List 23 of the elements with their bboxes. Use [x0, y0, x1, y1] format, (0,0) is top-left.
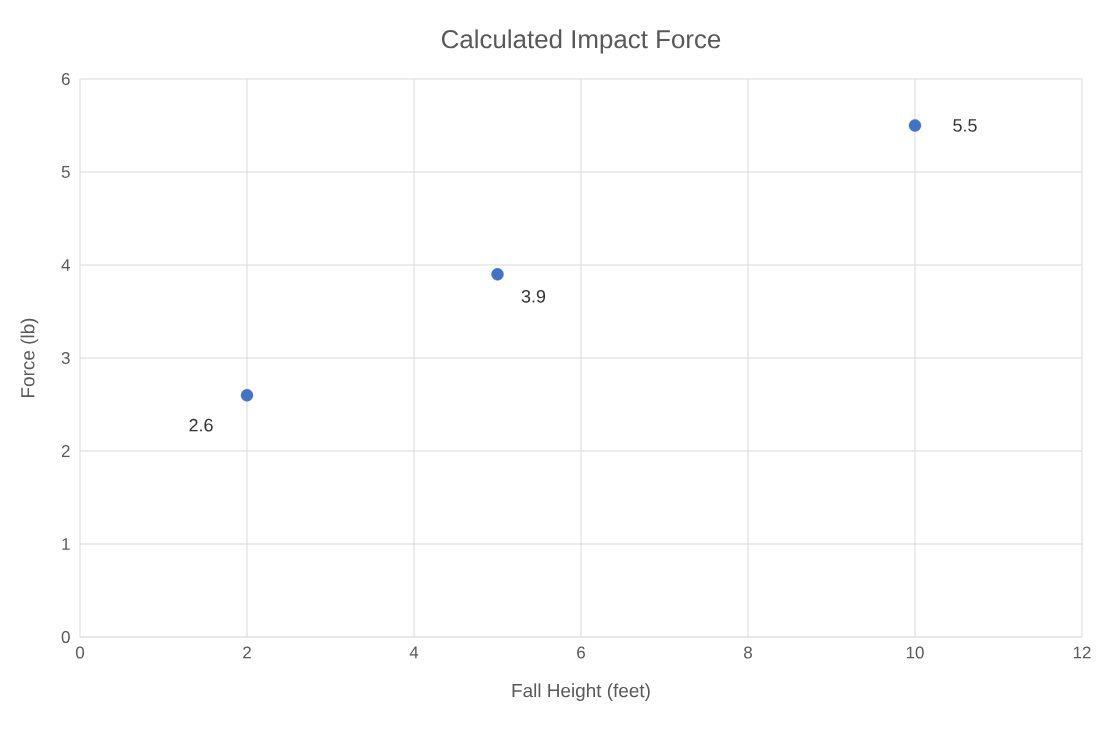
y-tick-label: 5 [61, 166, 70, 178]
y-tick-label: 2 [61, 445, 70, 457]
data-label: 3.9 [521, 289, 546, 303]
data-label: 2.6 [189, 418, 213, 432]
y-tick-label: 0 [61, 631, 70, 643]
x-tick-label: 12 [1073, 646, 1091, 659]
x-tick-label: 8 [744, 646, 752, 659]
data-label: 5.5 [953, 119, 977, 132]
y-tick-label: 1 [62, 538, 70, 550]
x-axis-title: Fall Height (feet) [512, 683, 650, 701]
y-tick-label: 4 [61, 259, 70, 271]
point [240, 389, 254, 402]
point [908, 119, 922, 132]
x-tick-label: 2 [243, 646, 251, 659]
chart-title: Calculated Impact Force [441, 29, 721, 54]
x-tick-label: 6 [577, 646, 585, 659]
y-tick-label: 6 [61, 72, 70, 85]
x-tick-label: 10 [906, 646, 924, 659]
point [491, 268, 504, 281]
x-tick-label: 0 [75, 646, 85, 659]
y-tick-label: 3 [61, 352, 70, 364]
y-axis-title: Force (lb) [20, 318, 39, 397]
x-tick-label: 4 [409, 646, 419, 659]
